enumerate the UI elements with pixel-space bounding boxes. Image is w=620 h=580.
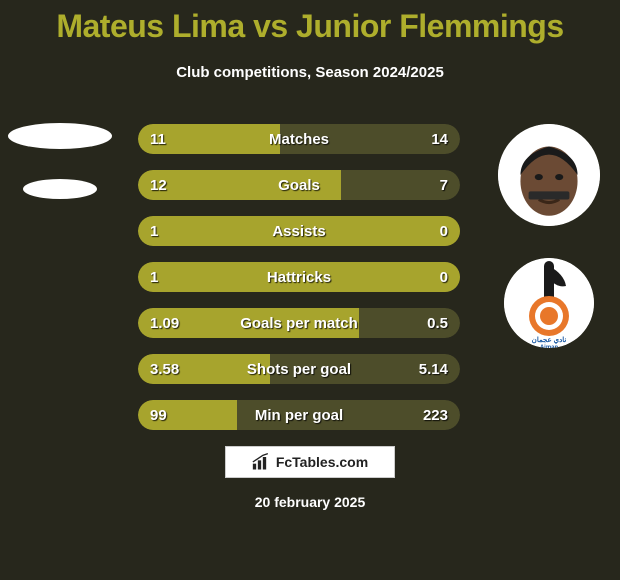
stat-bars: 1114Matches 127Goals 10Assists 10Hattricks 1… <box>138 124 460 446</box>
stat-bar-fill-left <box>138 124 280 154</box>
stat-bar-fill-left <box>138 308 359 338</box>
club-right-logo: نادي عجمان Ajman <box>504 258 594 348</box>
stat-row: 127Goals <box>138 170 460 200</box>
date-caption: 20 february 2025 <box>0 494 620 510</box>
stat-row: 1114Matches <box>138 124 460 154</box>
branding-badge: FcTables.com <box>225 446 395 478</box>
stat-row: 10Assists <box>138 216 460 246</box>
stat-bar-fill-left <box>138 216 460 246</box>
subtitle: Club competitions, Season 2024/2025 <box>0 64 620 81</box>
fctables-logo-icon <box>252 453 272 471</box>
comparison-infographic: Mateus Lima vs Junior Flemmings Club com… <box>0 0 620 580</box>
svg-text:نادي عجمان: نادي عجمان <box>532 336 567 345</box>
page-title: Mateus Lima vs Junior Flemmings <box>0 8 620 45</box>
branding-text: FcTables.com <box>276 454 368 470</box>
stat-bar-fill-left <box>138 170 341 200</box>
stat-row: 10Hattricks <box>138 262 460 292</box>
player-left-avatar <box>8 123 112 149</box>
svg-text:Ajman: Ajman <box>540 345 559 348</box>
stat-row: 3.585.14Shots per goal <box>138 354 460 384</box>
player-right-avatar <box>498 124 600 226</box>
stat-bar-fill-left <box>138 354 270 384</box>
player-left-club-placeholder <box>23 179 97 199</box>
stat-bar-fill-left <box>138 400 237 430</box>
stat-row: 99223Min per goal <box>138 400 460 430</box>
stat-bar-fill-left <box>138 262 460 292</box>
stat-row: 1.090.5Goals per match <box>138 308 460 338</box>
